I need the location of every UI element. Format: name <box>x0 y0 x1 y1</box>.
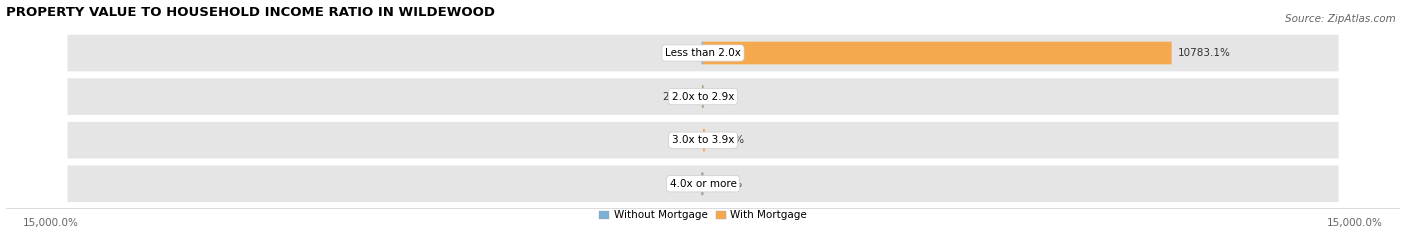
Text: 41.2%: 41.2% <box>711 135 744 145</box>
Text: 25.5%: 25.5% <box>662 91 696 102</box>
Text: Source: ZipAtlas.com: Source: ZipAtlas.com <box>1285 14 1396 24</box>
Text: 31.5%: 31.5% <box>662 48 695 58</box>
Text: 2.0x to 2.9x: 2.0x to 2.9x <box>672 91 734 102</box>
FancyBboxPatch shape <box>67 165 1339 202</box>
Text: 17.4%: 17.4% <box>710 179 744 189</box>
FancyBboxPatch shape <box>67 78 1339 115</box>
Text: 10783.1%: 10783.1% <box>1178 48 1232 58</box>
Text: 0%: 0% <box>681 135 696 145</box>
Text: PROPERTY VALUE TO HOUSEHOLD INCOME RATIO IN WILDEWOOD: PROPERTY VALUE TO HOUSEHOLD INCOME RATIO… <box>6 6 495 18</box>
FancyBboxPatch shape <box>703 42 1171 64</box>
Text: 43%: 43% <box>672 179 695 189</box>
FancyBboxPatch shape <box>67 35 1339 71</box>
Text: 3.0x to 3.9x: 3.0x to 3.9x <box>672 135 734 145</box>
Text: Less than 2.0x: Less than 2.0x <box>665 48 741 58</box>
Legend: Without Mortgage, With Mortgage: Without Mortgage, With Mortgage <box>595 206 811 224</box>
FancyBboxPatch shape <box>703 129 704 151</box>
FancyBboxPatch shape <box>67 122 1339 158</box>
Text: 24%: 24% <box>710 91 734 102</box>
FancyBboxPatch shape <box>702 172 703 195</box>
Text: 4.0x or more: 4.0x or more <box>669 179 737 189</box>
